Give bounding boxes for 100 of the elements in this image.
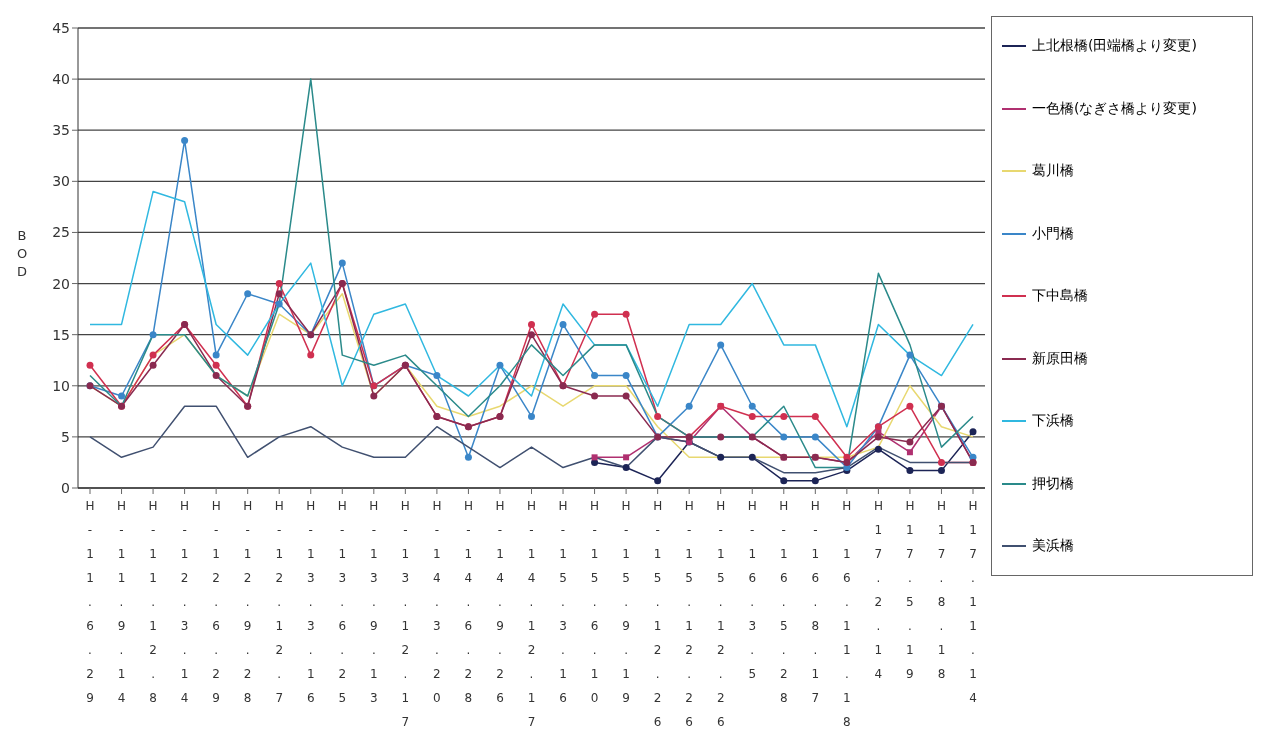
category-label: H-12.12.7 xyxy=(274,499,284,705)
point xyxy=(622,392,630,400)
point xyxy=(874,445,882,453)
point xyxy=(212,372,220,380)
y-axis-title: BOD xyxy=(16,228,28,279)
category-label: H-14.6.28 xyxy=(463,499,473,705)
point xyxy=(212,351,220,359)
point xyxy=(622,310,630,318)
point xyxy=(528,331,535,339)
category-label: H-11.9.14 xyxy=(117,499,127,705)
category-label: H-15.3.16 xyxy=(558,499,568,705)
category-label: H-12.6.29 xyxy=(211,499,221,705)
point xyxy=(370,392,378,400)
point xyxy=(937,458,945,466)
point xyxy=(906,351,914,359)
x-tick-label: H17.5.19 xyxy=(905,499,915,681)
point xyxy=(654,412,662,420)
category-label: H-11.12.8 xyxy=(148,499,158,705)
category-label: H-14.12.17 xyxy=(526,499,537,729)
point xyxy=(275,290,283,298)
y-tick-label: 20 xyxy=(52,275,70,292)
category-label: H-15.12.26 xyxy=(716,499,726,729)
legend-label: 葛川橋 xyxy=(1032,162,1074,180)
point xyxy=(780,412,788,420)
category-label: H-14.3.20 xyxy=(432,499,442,705)
y-tick-label: 0 xyxy=(61,479,70,496)
y-tick-label: 30 xyxy=(52,173,70,190)
category-label: H-12.9.28 xyxy=(243,499,253,705)
point xyxy=(528,320,535,328)
category-label: H17.11.14 xyxy=(968,499,978,705)
point xyxy=(275,300,283,308)
x-tick-label: H17.8.18 xyxy=(936,499,946,681)
point xyxy=(748,453,756,461)
category-label: H-13.3.16 xyxy=(306,499,316,705)
y-tick-label: 45 xyxy=(52,19,70,36)
category-label: H-11.6.29 xyxy=(85,499,95,705)
point xyxy=(591,310,599,318)
point xyxy=(780,477,788,485)
category-label: H-16.5.28 xyxy=(779,499,789,705)
category-label: H-16.8.17 xyxy=(810,499,820,705)
y-tick-label: 5 xyxy=(61,428,70,445)
point xyxy=(906,449,913,456)
point xyxy=(780,433,788,441)
point xyxy=(149,351,157,359)
point xyxy=(591,454,598,461)
legend-label: 上北根橋(田端橋より変更) xyxy=(1032,37,1197,55)
point xyxy=(86,361,94,369)
category-label: H-15.12.26 xyxy=(653,499,663,729)
point xyxy=(622,372,630,380)
y-tick-label: 40 xyxy=(52,71,70,88)
point xyxy=(559,320,567,328)
point xyxy=(906,467,914,475)
point xyxy=(811,477,819,485)
legend-label: 新原田橋 xyxy=(1032,349,1088,368)
point xyxy=(622,464,630,472)
legend-label: 押切橋 xyxy=(1032,474,1074,493)
point xyxy=(591,392,599,400)
point xyxy=(717,453,725,461)
point xyxy=(717,433,725,441)
point xyxy=(181,136,189,144)
category-label: H-13.9.13 xyxy=(369,499,379,705)
y-tick-label: 35 xyxy=(52,122,70,139)
x-tick-label: H-16.3.5 xyxy=(747,499,757,681)
category-label: H-14.9.26 xyxy=(495,499,505,705)
point xyxy=(212,361,220,369)
point xyxy=(338,259,346,267)
point xyxy=(433,372,441,380)
line-series xyxy=(89,190,974,428)
point xyxy=(307,351,315,359)
point xyxy=(811,412,819,420)
y-tick-label: 25 xyxy=(52,224,70,241)
legend-label: 美浜橋 xyxy=(1032,537,1074,555)
point xyxy=(118,392,126,400)
point xyxy=(906,438,914,446)
point xyxy=(969,428,977,436)
category-label: H-12.3.14 xyxy=(180,499,190,705)
point xyxy=(149,331,157,339)
point xyxy=(496,361,504,369)
point xyxy=(591,372,599,380)
point xyxy=(685,402,693,410)
point xyxy=(244,290,252,298)
legend-label: 小門橋 xyxy=(1032,224,1074,243)
point xyxy=(748,402,756,410)
point xyxy=(748,412,756,420)
legend-label: 下浜橋 xyxy=(1032,412,1074,430)
point xyxy=(811,433,819,441)
point xyxy=(874,433,882,441)
category-label: H-13.6.25 xyxy=(337,499,347,705)
point xyxy=(275,280,283,288)
point xyxy=(654,477,662,485)
point xyxy=(149,361,157,369)
category-label: H-15.6.10 xyxy=(590,499,600,705)
point xyxy=(464,453,472,461)
y-tick-label: 10 xyxy=(52,377,70,394)
category-label: H-15.12.26 xyxy=(684,499,694,729)
category-label: H-16.11.18 xyxy=(842,499,852,729)
legend-label: 下中島橋 xyxy=(1032,287,1088,305)
x-tick-label: H17.2.14 xyxy=(873,499,883,681)
point xyxy=(937,467,945,475)
category-label: H-15.9.19 xyxy=(621,499,631,705)
